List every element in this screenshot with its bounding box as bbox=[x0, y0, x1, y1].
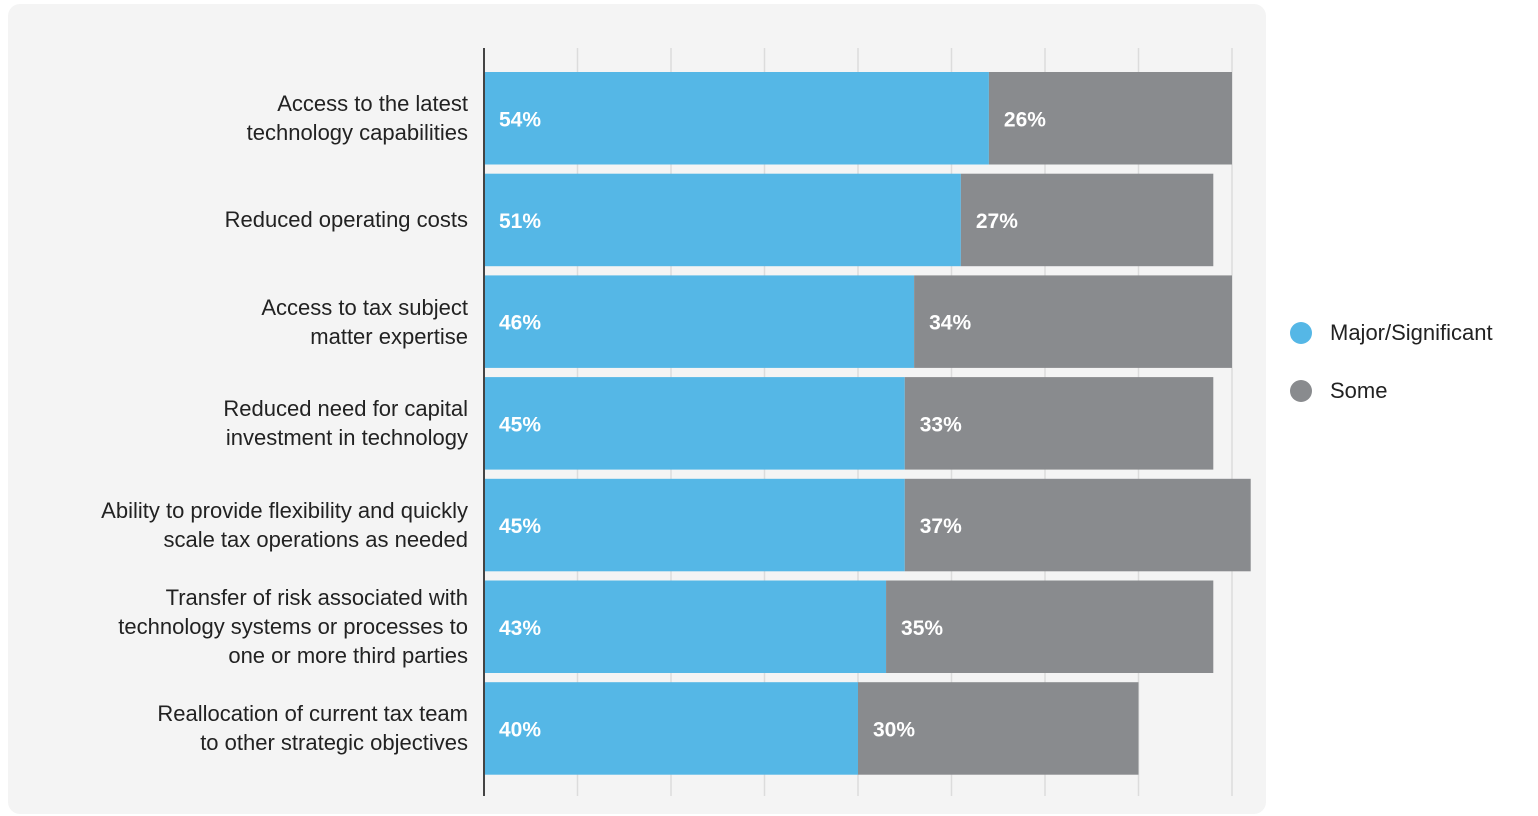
bar-major-significant bbox=[484, 682, 858, 775]
category-label-line: to other strategic objectives bbox=[200, 730, 468, 756]
category-label-line: Reduced operating costs bbox=[224, 207, 468, 233]
bar-major-significant bbox=[484, 275, 915, 368]
bar-major-significant bbox=[484, 580, 887, 673]
category-label-line: Transfer of risk associated with bbox=[165, 585, 468, 611]
legend-label-some: Some bbox=[1330, 378, 1388, 403]
category-label: Reduced operating costs bbox=[10, 174, 468, 267]
data-label: 45% bbox=[499, 515, 541, 538]
category-label-line: Access to tax subject bbox=[261, 294, 468, 320]
data-label: 46% bbox=[499, 312, 541, 335]
data-label: 37% bbox=[920, 515, 962, 538]
category-label: Reduced need for capital investment in te… bbox=[10, 377, 468, 470]
category-label-line: Reallocation of current tax team bbox=[157, 701, 468, 727]
legend-label-major-significant: Major/Significant bbox=[1330, 320, 1493, 345]
category-label-line: technology capabilities bbox=[246, 120, 468, 146]
category-label-line: scale tax operations as needed bbox=[163, 527, 468, 553]
category-label: Access to the latest technology capabilit… bbox=[10, 72, 468, 165]
category-label-line: one or more third parties bbox=[228, 643, 468, 669]
legend: Major/Significant Some bbox=[1290, 318, 1493, 434]
data-label: 33% bbox=[920, 413, 962, 436]
data-label: 43% bbox=[499, 617, 541, 640]
data-label: 30% bbox=[873, 718, 915, 741]
bar-some bbox=[988, 72, 1232, 165]
bar-some bbox=[886, 580, 1214, 673]
data-label: 27% bbox=[976, 210, 1018, 233]
legend-swatch-some bbox=[1290, 380, 1312, 402]
legend-item-major-significant: Major/Significant bbox=[1290, 318, 1493, 348]
category-label: Ability to provide flexibility and quick… bbox=[10, 479, 468, 572]
data-label: 45% bbox=[499, 413, 541, 436]
category-label-line: technology systems or processes to bbox=[118, 614, 468, 640]
bar-some bbox=[904, 377, 1214, 470]
category-label-line: Ability to provide flexibility and quick… bbox=[101, 498, 468, 524]
bar-some bbox=[858, 682, 1139, 775]
category-label: Reallocation of current tax team to other… bbox=[10, 682, 468, 775]
category-label-line: matter expertise bbox=[310, 323, 468, 349]
data-label: 26% bbox=[1004, 108, 1046, 131]
category-label-line: investment in technology bbox=[225, 425, 468, 451]
category-label-line: Access to the latest bbox=[277, 91, 468, 117]
data-label: 34% bbox=[929, 312, 971, 335]
bar-some bbox=[904, 478, 1251, 572]
bar-some bbox=[960, 173, 1214, 267]
bar-major-significant bbox=[484, 173, 961, 267]
bar-some bbox=[914, 275, 1232, 368]
data-label: 54% bbox=[499, 108, 541, 131]
data-label: 40% bbox=[499, 718, 541, 741]
bar-major-significant bbox=[484, 377, 905, 470]
data-label: 51% bbox=[499, 210, 541, 233]
bar-major-significant bbox=[484, 478, 905, 572]
legend-swatch-major-significant bbox=[1290, 322, 1312, 344]
category-label-line: Reduced need for capital bbox=[223, 396, 468, 422]
category-label: Access to tax subject matter expertise bbox=[10, 275, 468, 368]
bar-major-significant bbox=[484, 72, 989, 165]
category-label: Transfer of risk associated with technolo… bbox=[10, 581, 468, 674]
legend-item-some: Some bbox=[1290, 376, 1493, 406]
data-label: 35% bbox=[901, 617, 943, 640]
